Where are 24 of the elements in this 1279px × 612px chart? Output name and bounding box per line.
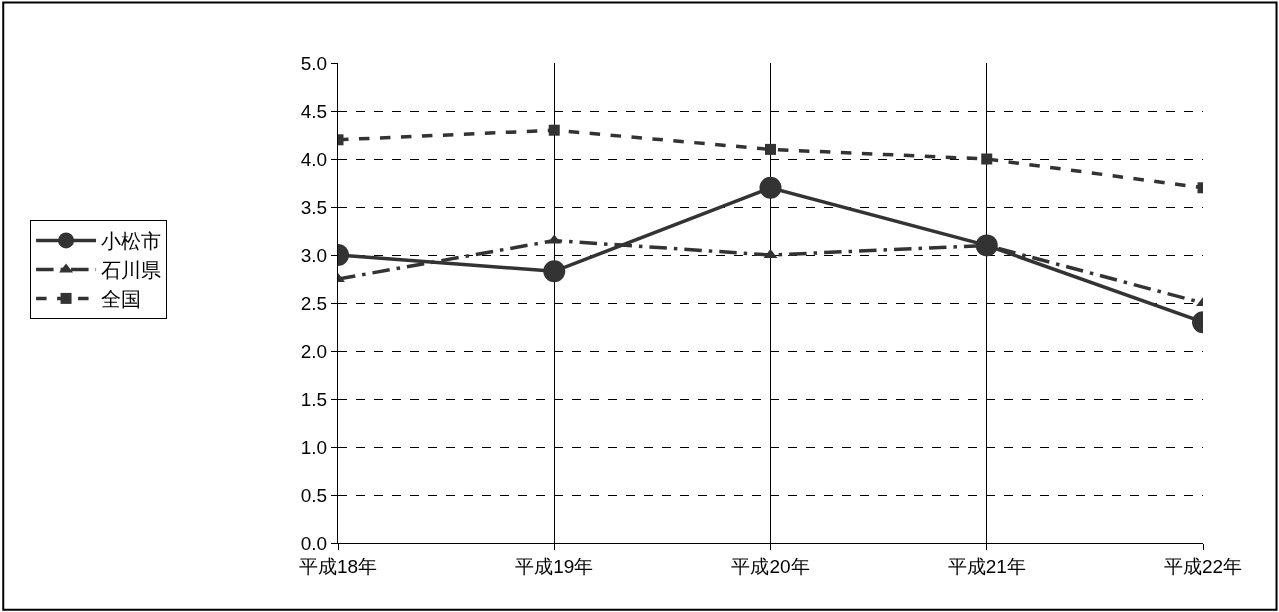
y-tick-label: 1.0 — [300, 436, 328, 458]
legend-label: 石川県 — [101, 259, 162, 282]
y-tick-label: 3.0 — [300, 244, 328, 266]
point — [543, 260, 566, 283]
y-tick-label: 2.5 — [300, 292, 328, 314]
y-tick-label: 3.5 — [300, 196, 328, 218]
y-tick-label: 0.5 — [300, 484, 328, 506]
y-tick-label: 1.5 — [300, 388, 328, 410]
point — [548, 124, 560, 136]
x-tick-label: 平成18年 — [298, 555, 378, 577]
y-tick-label: 5.0 — [300, 52, 328, 74]
point — [759, 176, 782, 199]
y-tick-label: 4.0 — [300, 148, 328, 170]
x-tick-label: 平成19年 — [515, 555, 594, 577]
legend-label: 全国 — [101, 288, 142, 311]
y-tick-label: 2.0 — [300, 340, 328, 362]
x-tick-label: 平成22年 — [1163, 555, 1243, 577]
y-tick-label: 4.5 — [300, 100, 328, 122]
legend-label: 小松市 — [101, 230, 162, 253]
y-tick-label: 0.0 — [300, 532, 328, 554]
x-tick-label: 平成21年 — [947, 555, 1026, 577]
x-tick-label: 平成20年 — [731, 555, 810, 577]
point — [765, 143, 776, 155]
point — [981, 153, 993, 165]
